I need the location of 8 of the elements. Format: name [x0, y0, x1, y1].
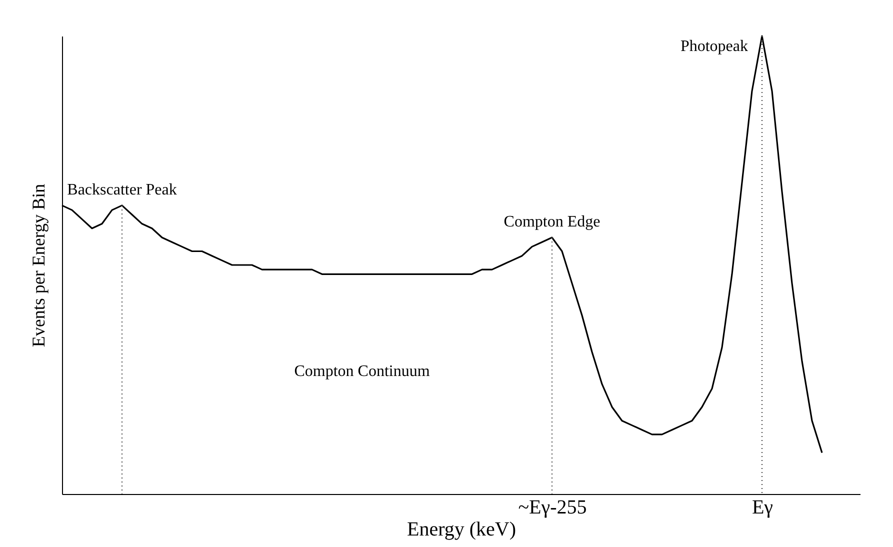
x-tick-label: ~Eγ-255 — [518, 496, 587, 518]
x-axis-title: Energy (keV) — [406, 518, 516, 540]
ref-line-label: Compton Edge — [504, 214, 600, 231]
x-tick-label: Eγ — [752, 496, 774, 518]
annotation: Backscatter Peak — [67, 181, 177, 198]
annotation: Compton Continuum — [294, 363, 430, 380]
y-axis-title: Events per Energy Bin — [28, 184, 48, 348]
ref-line-label: Photopeak — [680, 38, 748, 55]
